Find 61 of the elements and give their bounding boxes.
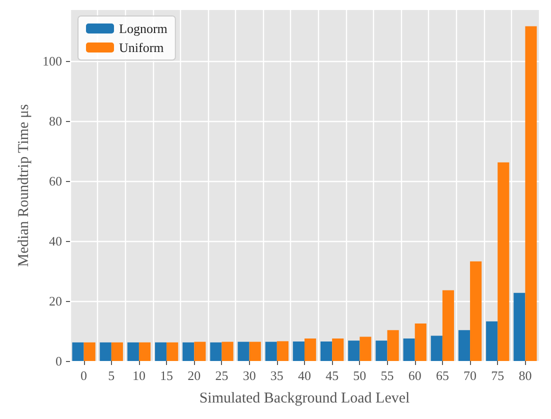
x-tick-label: 5 bbox=[108, 368, 115, 383]
bar bbox=[414, 324, 426, 361]
y-tick-label: 40 bbox=[49, 234, 62, 248]
bar bbox=[72, 342, 84, 361]
bar bbox=[486, 321, 498, 361]
legend-label: Uniform bbox=[119, 40, 164, 55]
bar bbox=[111, 342, 123, 361]
legend-label: Lognorm bbox=[119, 21, 168, 36]
bar bbox=[84, 342, 96, 361]
bar bbox=[348, 340, 360, 361]
x-tick-label: 40 bbox=[298, 368, 311, 383]
x-tick-label: 15 bbox=[160, 368, 174, 383]
y-tick-label: 80 bbox=[49, 114, 62, 128]
bar bbox=[249, 342, 261, 361]
bar bbox=[265, 342, 277, 361]
x-tick-label: 70 bbox=[464, 368, 477, 383]
x-axis-title: Simulated Background Load Level bbox=[199, 390, 410, 406]
bar bbox=[458, 330, 470, 361]
bar bbox=[320, 342, 332, 361]
bar bbox=[154, 342, 167, 361]
x-tick-label: 75 bbox=[491, 368, 504, 383]
bar bbox=[194, 342, 206, 361]
bar bbox=[430, 336, 442, 361]
bar bbox=[498, 162, 510, 361]
x-tick-label: 10 bbox=[132, 368, 146, 383]
bar bbox=[514, 292, 526, 361]
bar bbox=[222, 342, 234, 361]
y-tick-label: 60 bbox=[49, 174, 62, 188]
bar bbox=[442, 290, 454, 361]
bar bbox=[470, 261, 482, 361]
x-tick-label: 0 bbox=[80, 368, 88, 383]
x-tick-label: 45 bbox=[326, 368, 339, 383]
bar bbox=[403, 338, 415, 361]
x-tick-label: 80 bbox=[518, 368, 532, 383]
bar bbox=[100, 342, 112, 361]
bar bbox=[238, 342, 250, 361]
bar bbox=[332, 338, 344, 361]
bar bbox=[292, 342, 304, 361]
bar bbox=[376, 340, 388, 361]
y-tick-label: 0 bbox=[56, 354, 62, 368]
y-tick-label: 100 bbox=[42, 54, 62, 68]
bar bbox=[304, 338, 316, 361]
bar bbox=[182, 342, 194, 361]
x-tick-label: 25 bbox=[215, 368, 228, 383]
y-axis-title: Median Roundtrip Time μs bbox=[16, 104, 32, 267]
x-tick-label: 60 bbox=[408, 368, 422, 383]
x-tick-label: 20 bbox=[188, 368, 201, 383]
bar bbox=[276, 341, 288, 361]
bar bbox=[525, 26, 537, 361]
bar bbox=[127, 342, 139, 361]
bar bbox=[360, 336, 372, 361]
bar bbox=[138, 342, 151, 361]
y-tick-label: 20 bbox=[49, 294, 62, 308]
bar bbox=[166, 342, 178, 361]
x-tick-label: 35 bbox=[270, 368, 284, 383]
x-tick-label: 55 bbox=[380, 368, 394, 383]
bar bbox=[210, 342, 222, 361]
x-tick-label: 30 bbox=[242, 368, 256, 383]
x-tick-label: 50 bbox=[353, 368, 366, 383]
x-tick-label: 65 bbox=[436, 368, 449, 383]
bar bbox=[387, 330, 399, 361]
